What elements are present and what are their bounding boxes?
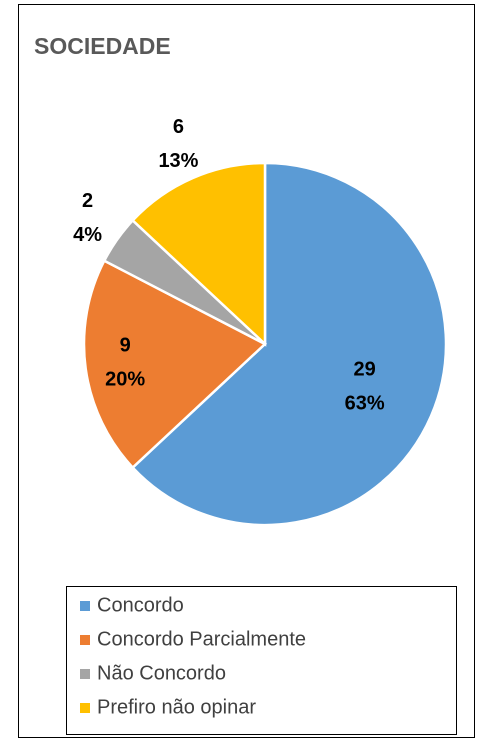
legend-swatch xyxy=(80,601,90,611)
legend-swatch xyxy=(80,669,90,679)
data-label: 2 xyxy=(82,190,93,212)
data-label: 6 xyxy=(173,116,184,138)
percent-label: 13% xyxy=(158,150,198,172)
legend-box xyxy=(66,586,457,735)
pie-slice xyxy=(130,161,267,347)
data-label: 9 xyxy=(120,335,131,357)
pie-slice xyxy=(130,161,448,527)
percent-label: 20% xyxy=(105,369,145,391)
legend-swatch xyxy=(80,635,90,645)
legend-label: Prefiro não opinar xyxy=(97,696,256,718)
percent-label: 63% xyxy=(345,393,385,415)
legend-label: Concordo xyxy=(97,594,184,616)
legend-label: Não Concordo xyxy=(97,662,226,684)
percent-label: 4% xyxy=(73,224,102,246)
chart-title: SOCIEDADE xyxy=(34,33,171,59)
legend-label: Concordo Parcialmente xyxy=(97,628,306,650)
legend-swatch xyxy=(80,703,90,713)
pie-slice xyxy=(82,259,268,470)
data-label: 29 xyxy=(353,359,375,381)
